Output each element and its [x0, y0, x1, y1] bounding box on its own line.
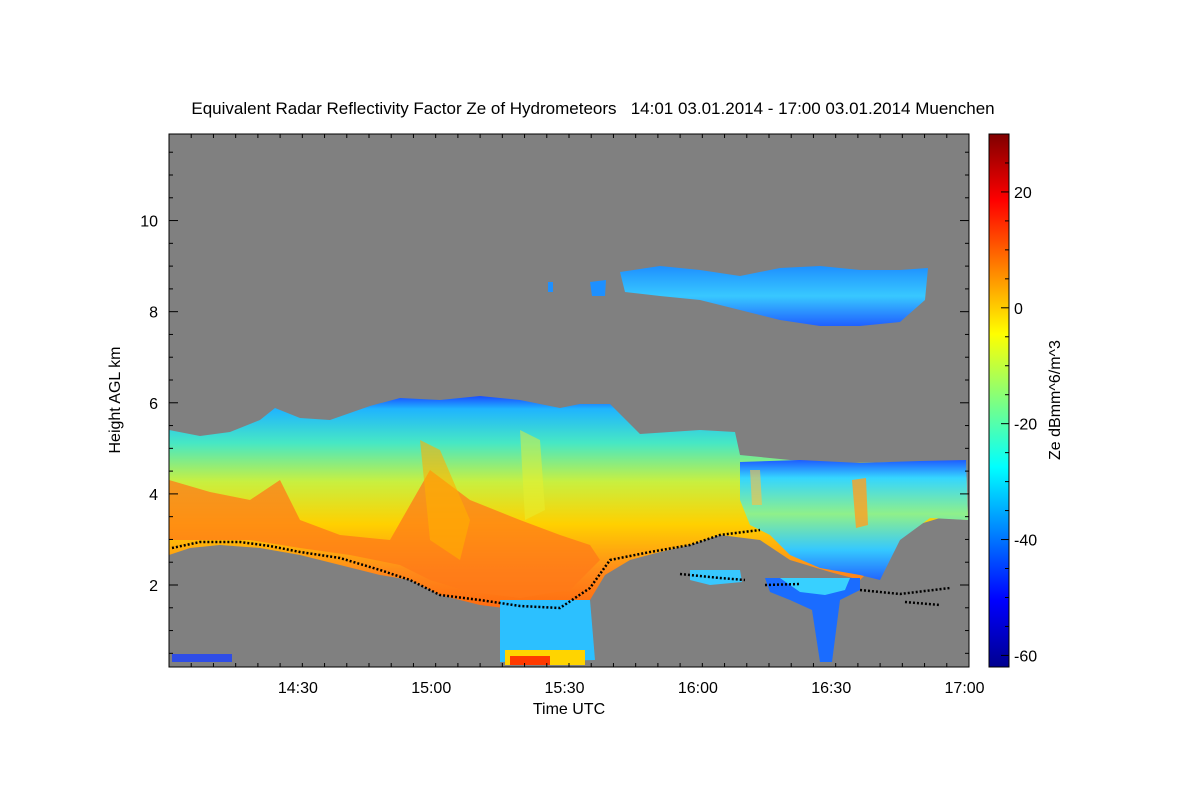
y-tick-label: 4: [149, 487, 158, 504]
echo-region-fall-streaks-inner: [780, 578, 850, 595]
colorbar-tick-label: -60: [1014, 648, 1037, 665]
echo-streak-2: [520, 430, 545, 520]
colorbar-tick-label: -40: [1014, 533, 1037, 550]
echo-region-precip-surface-core: [510, 656, 550, 665]
y-tick-label: 10: [140, 214, 158, 231]
y-tick-label: 6: [149, 396, 158, 413]
echo-region-precip-shaft: [500, 600, 595, 662]
x-tick-label: 15:30: [545, 680, 585, 697]
echo-region-cirrus-fragment-2: [548, 282, 553, 292]
x-axis: 14:30 15:00 15:30 16:00 16:30 17:00: [168, 134, 985, 697]
colorbar-ticks: 20 0 -20 -40 -60: [1001, 133, 1037, 665]
cloud-base-markers: [171, 528, 761, 610]
cloud-base-markers-right: [679, 572, 951, 607]
colorbar-tick-label: 0: [1014, 301, 1023, 318]
y-axis-label: Height AGL km: [107, 346, 124, 453]
colorbar-label: Ze dBmm^6/m^3: [1047, 340, 1064, 460]
colorbar-tick-label: 20: [1014, 185, 1032, 202]
echo-streak-1: [420, 440, 470, 560]
echo-streak-4: [750, 470, 762, 505]
x-axis-label: Time UTC: [533, 701, 605, 718]
y-axis: 2 4 6 8 10: [140, 151, 969, 654]
echo-region-right-cloud: [740, 460, 968, 580]
x-tick-label: 17:00: [945, 680, 985, 697]
echo-region-cirrus: [620, 266, 928, 326]
y-tick-label: 8: [149, 305, 158, 322]
chart-title: Equivalent Radar Reflectivity Factor Ze …: [191, 99, 994, 118]
x-tick-label: 16:30: [811, 680, 851, 697]
x-tick-label: 14:30: [278, 680, 318, 697]
x-tick-label: 15:00: [411, 680, 451, 697]
echo-region-fall-streaks: [765, 578, 860, 662]
colorbar-tick-label: -20: [1014, 417, 1037, 434]
echo-core-mid-cloud: [169, 470, 600, 598]
echo-layer: [169, 266, 968, 665]
colorbar: [988, 133, 1010, 668]
echo-streak-3: [852, 478, 868, 528]
echo-region-cirrus-fragment-1: [590, 280, 606, 296]
y-tick-label: 2: [149, 578, 158, 595]
x-tick-label: 16:00: [678, 680, 718, 697]
echo-surface-clutter: [172, 654, 232, 662]
